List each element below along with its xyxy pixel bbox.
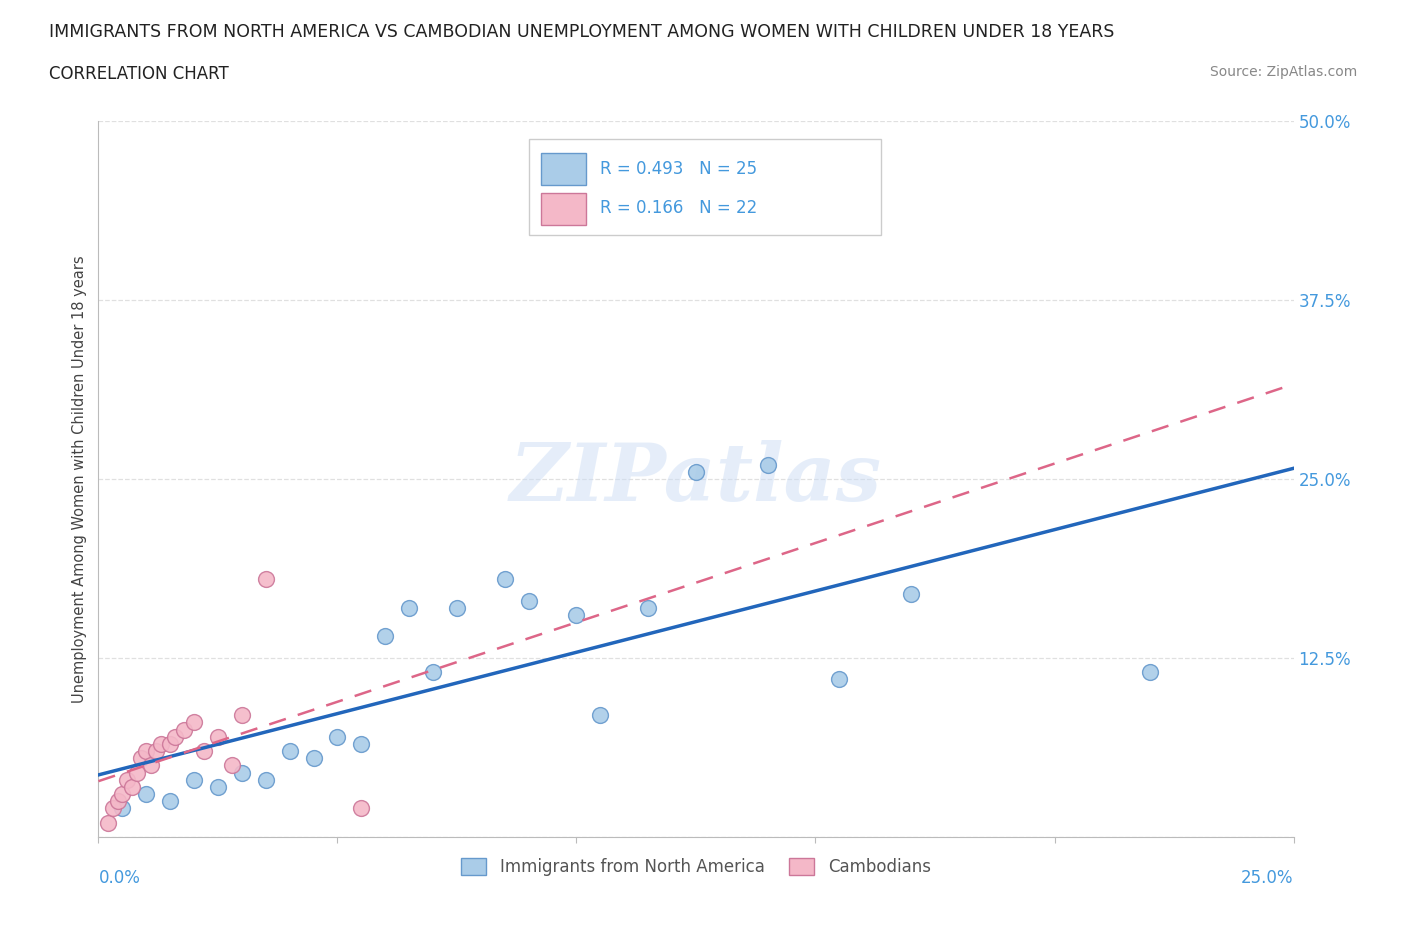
Point: [183, 715, 205, 730]
Point: [278, 744, 301, 759]
Point: [254, 772, 277, 787]
Point: [900, 586, 922, 601]
Point: [111, 801, 134, 816]
Point: [494, 572, 516, 587]
Point: [125, 765, 148, 780]
Point: [326, 729, 349, 744]
Point: [1139, 665, 1161, 680]
Point: [107, 794, 129, 809]
Point: [183, 772, 205, 787]
Point: [115, 772, 138, 787]
Text: IMMIGRANTS FROM NORTH AMERICA VS CAMBODIAN UNEMPLOYMENT AMONG WOMEN WITH CHILDRE: IMMIGRANTS FROM NORTH AMERICA VS CAMBODI…: [49, 23, 1115, 41]
Point: [756, 458, 779, 472]
Text: 25.0%: 25.0%: [1241, 870, 1294, 887]
Point: [828, 672, 851, 687]
Point: [101, 801, 124, 816]
Point: [221, 758, 243, 773]
Bar: [529, 139, 882, 235]
Point: [254, 572, 277, 587]
Point: [207, 729, 229, 744]
Point: [135, 744, 157, 759]
Text: 0.0%: 0.0%: [98, 870, 141, 887]
Text: R = 0.493   N = 25: R = 0.493 N = 25: [600, 160, 758, 178]
Point: [121, 779, 143, 794]
Point: [565, 607, 588, 622]
Text: Source: ZipAtlas.com: Source: ZipAtlas.com: [1209, 65, 1357, 79]
Point: [145, 744, 167, 759]
Point: [149, 737, 172, 751]
Point: [159, 737, 181, 751]
Point: [422, 665, 444, 680]
Point: [159, 794, 181, 809]
Point: [350, 801, 373, 816]
Point: [139, 758, 162, 773]
Point: [374, 629, 396, 644]
Text: CORRELATION CHART: CORRELATION CHART: [49, 65, 229, 83]
Point: [131, 751, 153, 765]
Point: [637, 601, 659, 616]
Point: [302, 751, 325, 765]
Text: R = 0.166   N = 22: R = 0.166 N = 22: [600, 199, 758, 218]
Point: [135, 787, 157, 802]
Point: [97, 816, 120, 830]
Point: [685, 464, 707, 479]
Point: [231, 708, 253, 723]
Point: [193, 744, 215, 759]
Text: ZIPatlas: ZIPatlas: [510, 440, 882, 518]
Point: [446, 601, 468, 616]
Point: [398, 601, 420, 616]
Point: [589, 708, 612, 723]
Point: [173, 722, 195, 737]
Point: [231, 765, 253, 780]
Point: [111, 787, 134, 802]
Point: [517, 593, 540, 608]
Y-axis label: Unemployment Among Women with Children Under 18 years: Unemployment Among Women with Children U…: [72, 255, 87, 703]
Legend: Immigrants from North America, Cambodians: Immigrants from North America, Cambodian…: [454, 851, 938, 883]
Point: [350, 737, 373, 751]
Point: [207, 779, 229, 794]
Bar: [541, 153, 586, 185]
Bar: [541, 193, 586, 225]
Point: [163, 729, 186, 744]
